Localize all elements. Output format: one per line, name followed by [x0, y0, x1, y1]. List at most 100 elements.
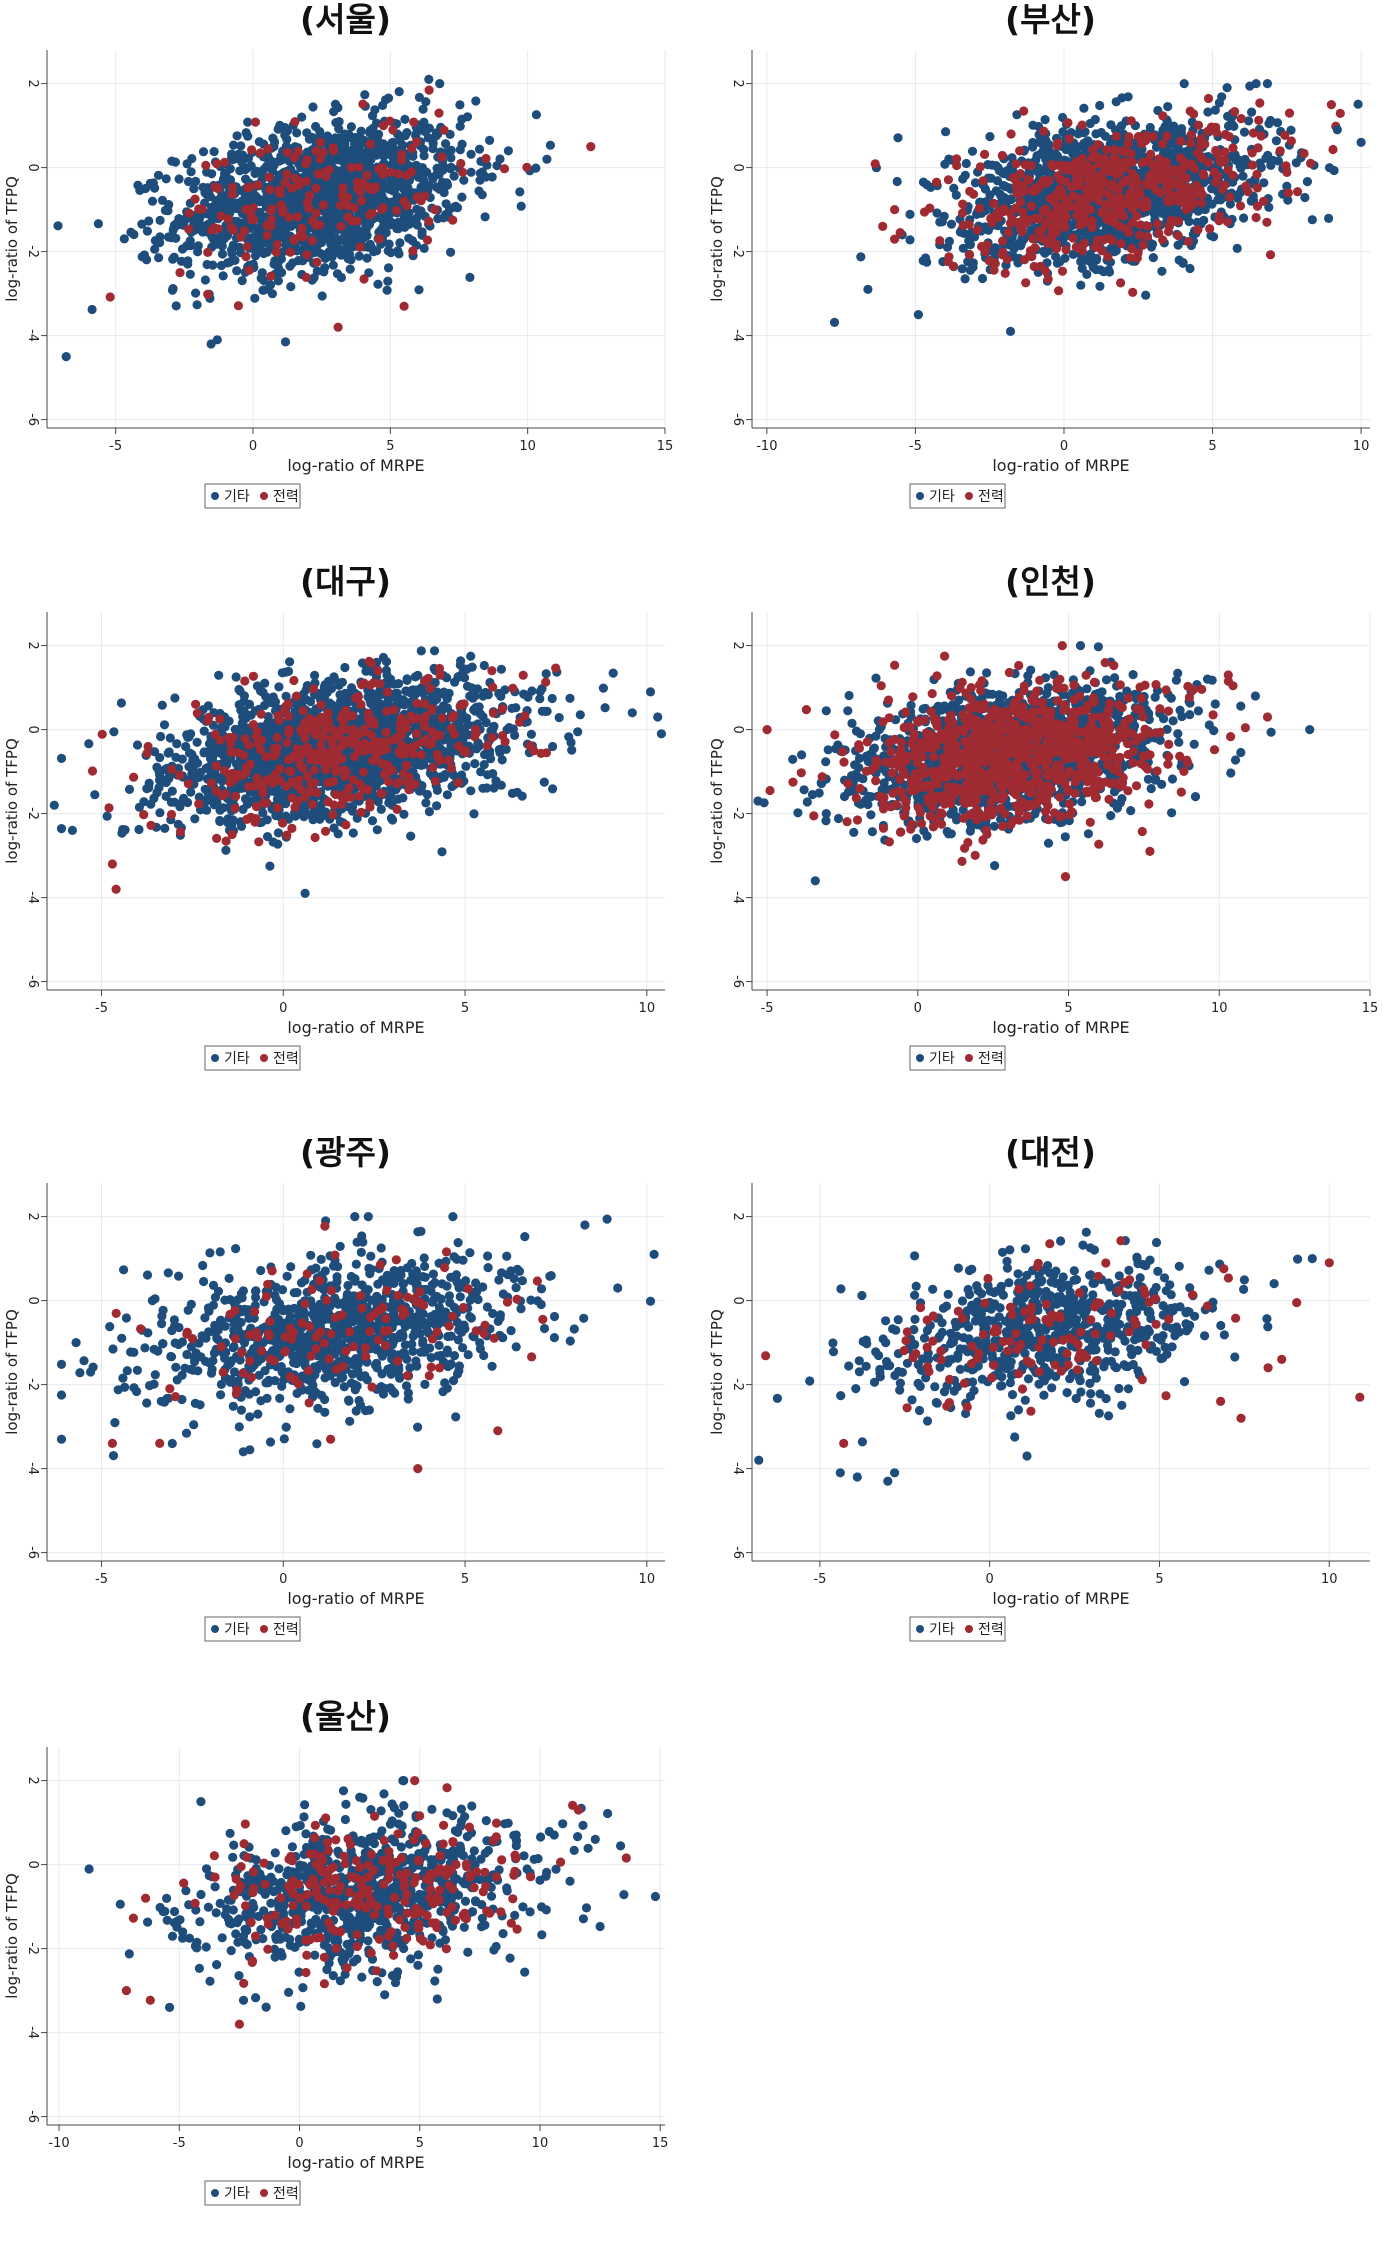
point-other	[423, 181, 432, 190]
point-power	[318, 148, 327, 157]
point-other	[57, 754, 66, 763]
point-power	[998, 236, 1007, 245]
point-power	[958, 200, 967, 209]
point-power	[264, 173, 273, 182]
point-other	[435, 185, 444, 194]
point-other	[1085, 254, 1094, 263]
point-power	[191, 195, 200, 204]
point-other	[344, 254, 353, 263]
point-other	[468, 663, 477, 672]
point-other	[360, 90, 369, 99]
point-other	[962, 159, 971, 168]
point-power	[1230, 107, 1239, 116]
point-other	[337, 273, 346, 282]
point-other	[1239, 213, 1248, 222]
legend-label-power: 전력	[273, 489, 299, 505]
point-power	[1194, 121, 1203, 130]
x-tick-label: 0	[279, 1001, 287, 1016]
point-other	[199, 147, 208, 156]
point-power	[245, 183, 254, 192]
point-power	[1118, 147, 1127, 156]
point-other	[414, 285, 423, 294]
point-power	[303, 198, 312, 207]
point-power	[251, 118, 260, 127]
point-power	[363, 171, 372, 180]
point-power	[1128, 204, 1137, 213]
point-other	[193, 300, 202, 309]
point-other	[331, 118, 340, 127]
point-other	[985, 132, 994, 141]
point-other	[191, 217, 200, 226]
point-power	[1052, 240, 1061, 249]
point-power	[1099, 235, 1108, 244]
point-power	[1266, 250, 1275, 259]
point-power	[1004, 228, 1013, 237]
point-power	[334, 323, 343, 332]
point-power	[1112, 132, 1121, 141]
point-other	[263, 832, 272, 841]
point-power	[981, 247, 990, 256]
point-power	[1285, 109, 1294, 118]
point-power	[1099, 178, 1108, 187]
point-other	[1076, 281, 1085, 290]
point-other	[1150, 200, 1159, 209]
point-power	[241, 205, 250, 214]
point-power	[1336, 109, 1345, 118]
point-other	[467, 168, 476, 177]
point-other	[183, 159, 192, 168]
point-other	[273, 840, 282, 849]
legend-marker-power	[965, 492, 973, 500]
point-other	[1033, 151, 1042, 160]
point-power	[275, 188, 284, 197]
point-other	[210, 147, 219, 156]
legend-marker-power	[260, 492, 268, 500]
point-power	[1204, 94, 1213, 103]
point-other	[863, 285, 872, 294]
point-other	[475, 145, 484, 154]
point-other	[175, 174, 184, 183]
point-other	[1001, 182, 1010, 191]
point-power	[319, 200, 328, 209]
point-other	[274, 276, 283, 285]
point-other	[1227, 119, 1236, 128]
point-power	[203, 290, 212, 299]
point-power	[1063, 118, 1072, 127]
point-other	[466, 652, 475, 661]
point-power	[1007, 129, 1016, 138]
point-other	[958, 174, 967, 183]
point-power	[1213, 172, 1222, 181]
point-power	[1282, 168, 1291, 177]
point-power	[412, 137, 421, 146]
point-power	[1055, 212, 1064, 221]
point-power	[1284, 188, 1293, 197]
point-power	[991, 259, 1000, 268]
point-power	[229, 226, 238, 235]
point-other	[171, 234, 180, 243]
point-other	[1185, 264, 1194, 273]
point-power	[1016, 197, 1025, 206]
point-other	[601, 703, 610, 712]
point-other	[466, 786, 475, 795]
x-tick-label: 10	[639, 1001, 656, 1016]
y-tick-label: 0	[730, 163, 745, 171]
point-other	[340, 170, 349, 179]
point-other	[457, 193, 466, 202]
x-tick-label: 5	[386, 439, 394, 454]
point-other	[357, 127, 366, 136]
point-other	[368, 816, 377, 825]
point-other	[251, 192, 260, 201]
point-power	[1220, 147, 1229, 156]
point-power	[1110, 145, 1119, 154]
point-power	[241, 252, 250, 261]
point-other	[1272, 136, 1281, 145]
point-other	[555, 713, 564, 722]
point-other	[1303, 177, 1312, 186]
point-power	[1039, 127, 1048, 136]
point-other	[1106, 120, 1115, 129]
point-other	[218, 241, 227, 250]
point-power	[312, 184, 321, 193]
point-power	[399, 197, 408, 206]
point-power	[1087, 186, 1096, 195]
